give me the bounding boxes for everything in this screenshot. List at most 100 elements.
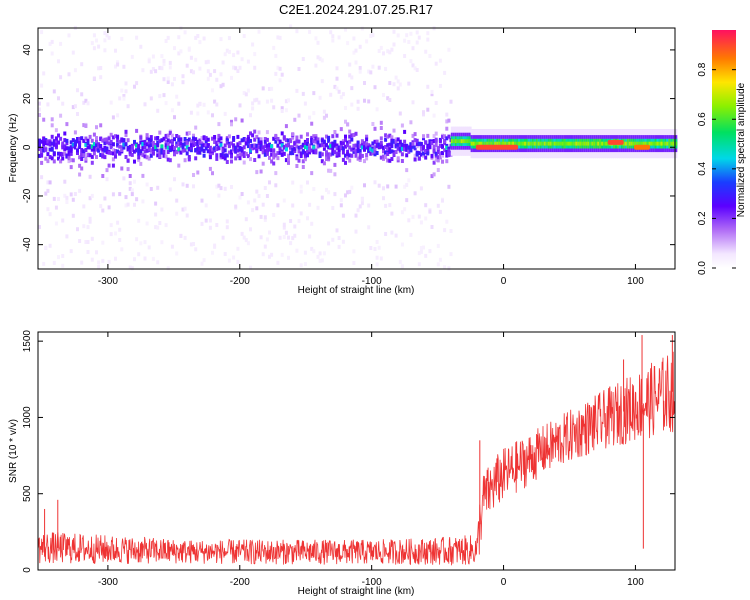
heatmap-cell xyxy=(634,141,638,146)
heatmap-cell xyxy=(350,137,354,142)
heatmap-cell xyxy=(379,141,383,145)
heatmap-cell xyxy=(48,212,52,217)
heatmap-cell xyxy=(502,141,506,146)
heatmap-cell xyxy=(84,143,88,148)
heatmap-cell xyxy=(494,141,498,146)
heatmap-cell xyxy=(92,147,96,152)
heatmap-cell xyxy=(194,156,198,161)
heatmap-cell xyxy=(141,199,145,204)
heatmap-cell xyxy=(240,148,244,153)
heatmap-cell xyxy=(301,91,305,96)
heatmap-cell xyxy=(415,138,419,143)
heatmap-cell xyxy=(436,150,440,155)
heatmap-cell xyxy=(38,147,41,151)
heatmap-cell xyxy=(111,192,115,197)
heatmap-cell xyxy=(105,146,109,151)
heatmap-cell xyxy=(145,155,149,160)
heatmap-cell xyxy=(257,194,261,198)
heatmap-cell xyxy=(348,139,352,144)
heatmap-cell xyxy=(141,142,145,146)
heatmap-cell xyxy=(430,153,434,158)
heatmap-cell xyxy=(438,257,442,262)
heatmap-cell xyxy=(428,54,432,58)
heatmap-cell xyxy=(318,95,322,100)
heatmap-cell xyxy=(331,34,335,39)
heatmap-cell xyxy=(280,152,284,157)
heatmap-cell xyxy=(403,139,407,144)
heatmap-cell xyxy=(107,205,111,210)
heatmap-cell xyxy=(181,207,185,212)
heatmap-cell xyxy=(198,40,202,45)
heatmap-cell xyxy=(514,141,518,146)
heatmap-cell xyxy=(265,148,269,153)
heatmap-cell xyxy=(346,41,350,46)
heatmap-cell xyxy=(253,52,257,57)
heatmap-cell xyxy=(133,149,136,154)
heatmap-cell xyxy=(422,153,425,158)
heatmap-cell xyxy=(373,247,377,251)
heatmap-cell xyxy=(238,65,242,70)
heatmap-cell xyxy=(137,218,141,223)
heatmap-cell xyxy=(597,141,601,146)
heatmap-cell xyxy=(154,69,158,74)
heatmap-cell xyxy=(377,49,381,53)
heatmap-cell xyxy=(413,157,417,162)
heatmap-cell xyxy=(109,145,113,149)
heatmap-cell xyxy=(407,218,411,223)
heatmap-cell xyxy=(118,144,122,149)
heatmap-cell xyxy=(320,152,324,157)
heatmap-cell xyxy=(238,152,242,157)
heatmap-cell xyxy=(424,155,428,160)
heatmap-cell xyxy=(263,144,267,149)
heatmap-cell xyxy=(38,142,41,146)
heatmap-cell xyxy=(227,258,231,263)
heatmap-cell xyxy=(375,240,379,244)
heatmap-cell xyxy=(460,139,464,144)
heatmap-cell xyxy=(177,51,181,56)
heatmap-cell xyxy=(208,225,212,230)
heatmap-cell xyxy=(156,143,160,148)
heatmap-cell xyxy=(377,142,381,147)
heatmap-cell xyxy=(382,51,385,56)
heatmap-cell xyxy=(276,260,280,265)
heatmap-cell xyxy=(358,204,362,209)
heatmap-cell xyxy=(48,155,52,159)
heatmap-cell xyxy=(116,60,120,65)
heatmap-cell xyxy=(116,113,120,118)
heatmap-cell xyxy=(354,229,358,234)
heatmap-cell xyxy=(445,119,449,124)
heatmap-cell xyxy=(177,147,181,152)
heatmap-cell xyxy=(400,152,404,157)
heatmap-cell xyxy=(265,99,269,104)
heatmap-cell xyxy=(215,147,219,151)
heatmap-cell xyxy=(585,141,589,146)
heatmap-cell xyxy=(379,126,383,130)
heatmap-cell xyxy=(253,65,257,70)
heatmap-cell xyxy=(306,138,309,142)
heatmap-cell xyxy=(278,146,282,151)
heatmap-cell xyxy=(363,98,366,103)
heatmap-cell xyxy=(253,145,257,150)
heatmap-cell xyxy=(200,198,204,203)
heatmap-cell xyxy=(308,202,312,207)
heatmap-cell xyxy=(257,29,261,34)
heatmap-cell xyxy=(350,102,354,107)
heatmap-cell xyxy=(204,141,208,146)
heatmap-cell xyxy=(238,147,242,151)
heatmap-cell xyxy=(390,157,394,161)
heatmap-cell xyxy=(287,138,290,143)
heatmap-cell xyxy=(65,146,69,151)
heatmap-cell xyxy=(626,141,630,146)
heatmap-cell xyxy=(373,180,377,185)
heatmap-cell xyxy=(160,66,164,71)
x-tick-label: -100 xyxy=(362,577,382,588)
heatmap-cell xyxy=(194,247,198,252)
heatmap-cell xyxy=(189,148,193,153)
heatmap-cell xyxy=(67,146,71,151)
heatmap-cell xyxy=(57,255,60,260)
heatmap-cell xyxy=(263,137,267,141)
heatmap-cell xyxy=(352,261,356,265)
heatmap-cell xyxy=(396,146,400,151)
heatmap-cell xyxy=(670,141,674,146)
heatmap-cell xyxy=(306,216,309,221)
